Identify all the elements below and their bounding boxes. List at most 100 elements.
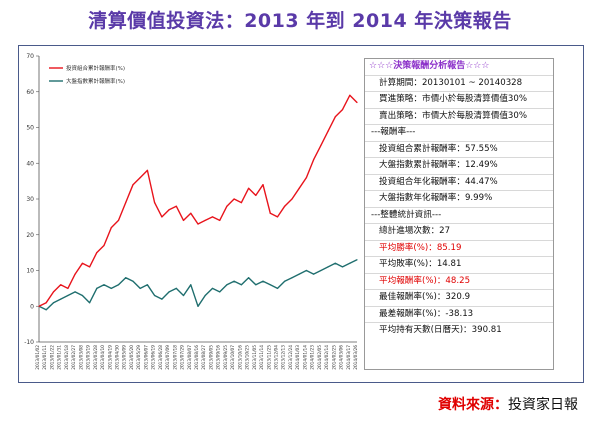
data-point (67, 287, 69, 289)
x-tick-label: 2013/12/04 (274, 345, 280, 370)
x-tick-label: 2013/05/09 (122, 345, 128, 370)
legend-label: 大盤指數累計報酬率(%) (66, 77, 125, 85)
report-panel: ☆☆☆決策報酬分析報告☆☆☆ 計算期間：20130101 ~ 20140328 買進… (364, 58, 554, 370)
data-point (269, 284, 271, 286)
y-tick-label: 10 (26, 268, 34, 275)
series-line (38, 94, 358, 307)
data-point (117, 219, 120, 221)
data-point (175, 287, 177, 289)
data-point (240, 202, 242, 204)
data-point (305, 269, 307, 272)
data-point (81, 262, 83, 264)
data-point (226, 205, 228, 207)
x-tick-label: 2014/01/03 (295, 345, 301, 370)
data-point (146, 169, 148, 171)
data-point (226, 284, 228, 286)
x-tick-label: 2013/07/29 (180, 345, 186, 370)
x-tick-label: 2013/05/29 (136, 345, 142, 370)
x-tick-label: 2014/01/23 (310, 345, 316, 370)
data-point (240, 284, 242, 286)
x-tick-label: 2014/02/14 (324, 345, 330, 370)
x-tick-label: 2013/02/27 (71, 345, 77, 370)
data-point (60, 284, 62, 286)
data-point (161, 298, 163, 300)
x-tick-label: 2013/05/20 (129, 345, 135, 370)
data-point (341, 266, 344, 268)
x-tick-label: 2013/09/05 (208, 345, 214, 370)
x-tick-label: 2013/06/28 (158, 345, 164, 370)
data-point (219, 219, 221, 221)
x-tick-label: 2013/07/09 (165, 345, 171, 370)
x-tick-label: 2013/02/18 (64, 345, 70, 370)
data-point (262, 184, 264, 186)
data-point (269, 212, 271, 214)
report-row: 平均勝率(%)：85.19 (365, 241, 553, 257)
data-point (327, 266, 329, 268)
data-point (154, 294, 156, 297)
data-point (89, 266, 91, 268)
data-point (182, 294, 185, 297)
data-point (204, 219, 206, 221)
x-tick-label: 2013/11/05 (252, 345, 258, 370)
report-row: 買進策略：市價小於每股清算價值30% (365, 92, 553, 109)
data-point (204, 294, 206, 297)
report-row: 賣出策略：市價大於每股清算價值30% (365, 109, 553, 125)
data-point (305, 177, 307, 179)
data-point (45, 309, 47, 311)
data-point (103, 244, 105, 247)
data-point (175, 205, 177, 207)
data-point (233, 280, 235, 282)
x-tick-label: 2013/10/25 (245, 345, 251, 370)
report-row: 大盤指數年化報酬率：9.99% (365, 191, 553, 208)
x-tick-label: 2013/08/16 (194, 345, 200, 370)
data-point (211, 287, 214, 289)
x-tick-label: 2014/03/26 (353, 345, 359, 370)
chart-lines (38, 94, 358, 311)
data-point (334, 116, 336, 118)
x-tick-label: 2013/01/22 (49, 345, 55, 370)
x-tick-label: 2013/03/19 (86, 345, 92, 370)
x-tick-label: 2013/12/24 (288, 345, 294, 370)
x-tick-label: 2013/06/07 (143, 345, 149, 370)
data-point (291, 277, 293, 279)
data-point (146, 284, 148, 286)
data-point (356, 101, 358, 104)
data-point (219, 291, 221, 293)
data-point (38, 305, 40, 307)
report-row: ---整體統計資訊--- (365, 208, 553, 224)
x-tick-label: 2013/06/19 (151, 345, 157, 370)
data-point (349, 94, 351, 96)
x-tick-label: 2014/03/17 (346, 345, 352, 370)
report-row: ☆☆☆決策報酬分析報告☆☆☆ (365, 59, 553, 76)
data-point (125, 277, 127, 279)
data-point (168, 291, 170, 293)
data-point (74, 291, 76, 293)
y-tick-label: 70 (26, 53, 34, 60)
data-point (255, 284, 257, 286)
x-tick-label: 2013/08/07 (187, 345, 193, 370)
data-point (284, 280, 286, 282)
data-point (96, 287, 98, 289)
data-point (320, 269, 322, 272)
data-point (248, 187, 250, 189)
report-row: ---報酬率--- (365, 125, 553, 142)
data-point (255, 194, 257, 196)
data-point (161, 216, 163, 218)
x-tick-label: 2013/04/19 (107, 345, 113, 370)
data-point (356, 259, 358, 261)
y-tick-label: 60 (26, 89, 34, 96)
report-row: 計算期間：20130101 ~ 20140328 (365, 76, 553, 92)
x-tick-label: 2014/02/05 (317, 345, 323, 370)
data-point (125, 202, 127, 204)
x-tick-label: 2013/09/25 (223, 345, 229, 370)
data-point (197, 305, 199, 307)
data-point (341, 109, 344, 111)
y-tick-label: -10 (24, 339, 34, 346)
x-tick-label: 2013/07/18 (172, 345, 178, 370)
data-point (74, 273, 76, 275)
x-tick-label: 2013/09/16 (216, 345, 222, 370)
legend-label: 投資組合累計報酬率(%) (66, 64, 125, 72)
y-tick-label: 20 (26, 232, 34, 239)
